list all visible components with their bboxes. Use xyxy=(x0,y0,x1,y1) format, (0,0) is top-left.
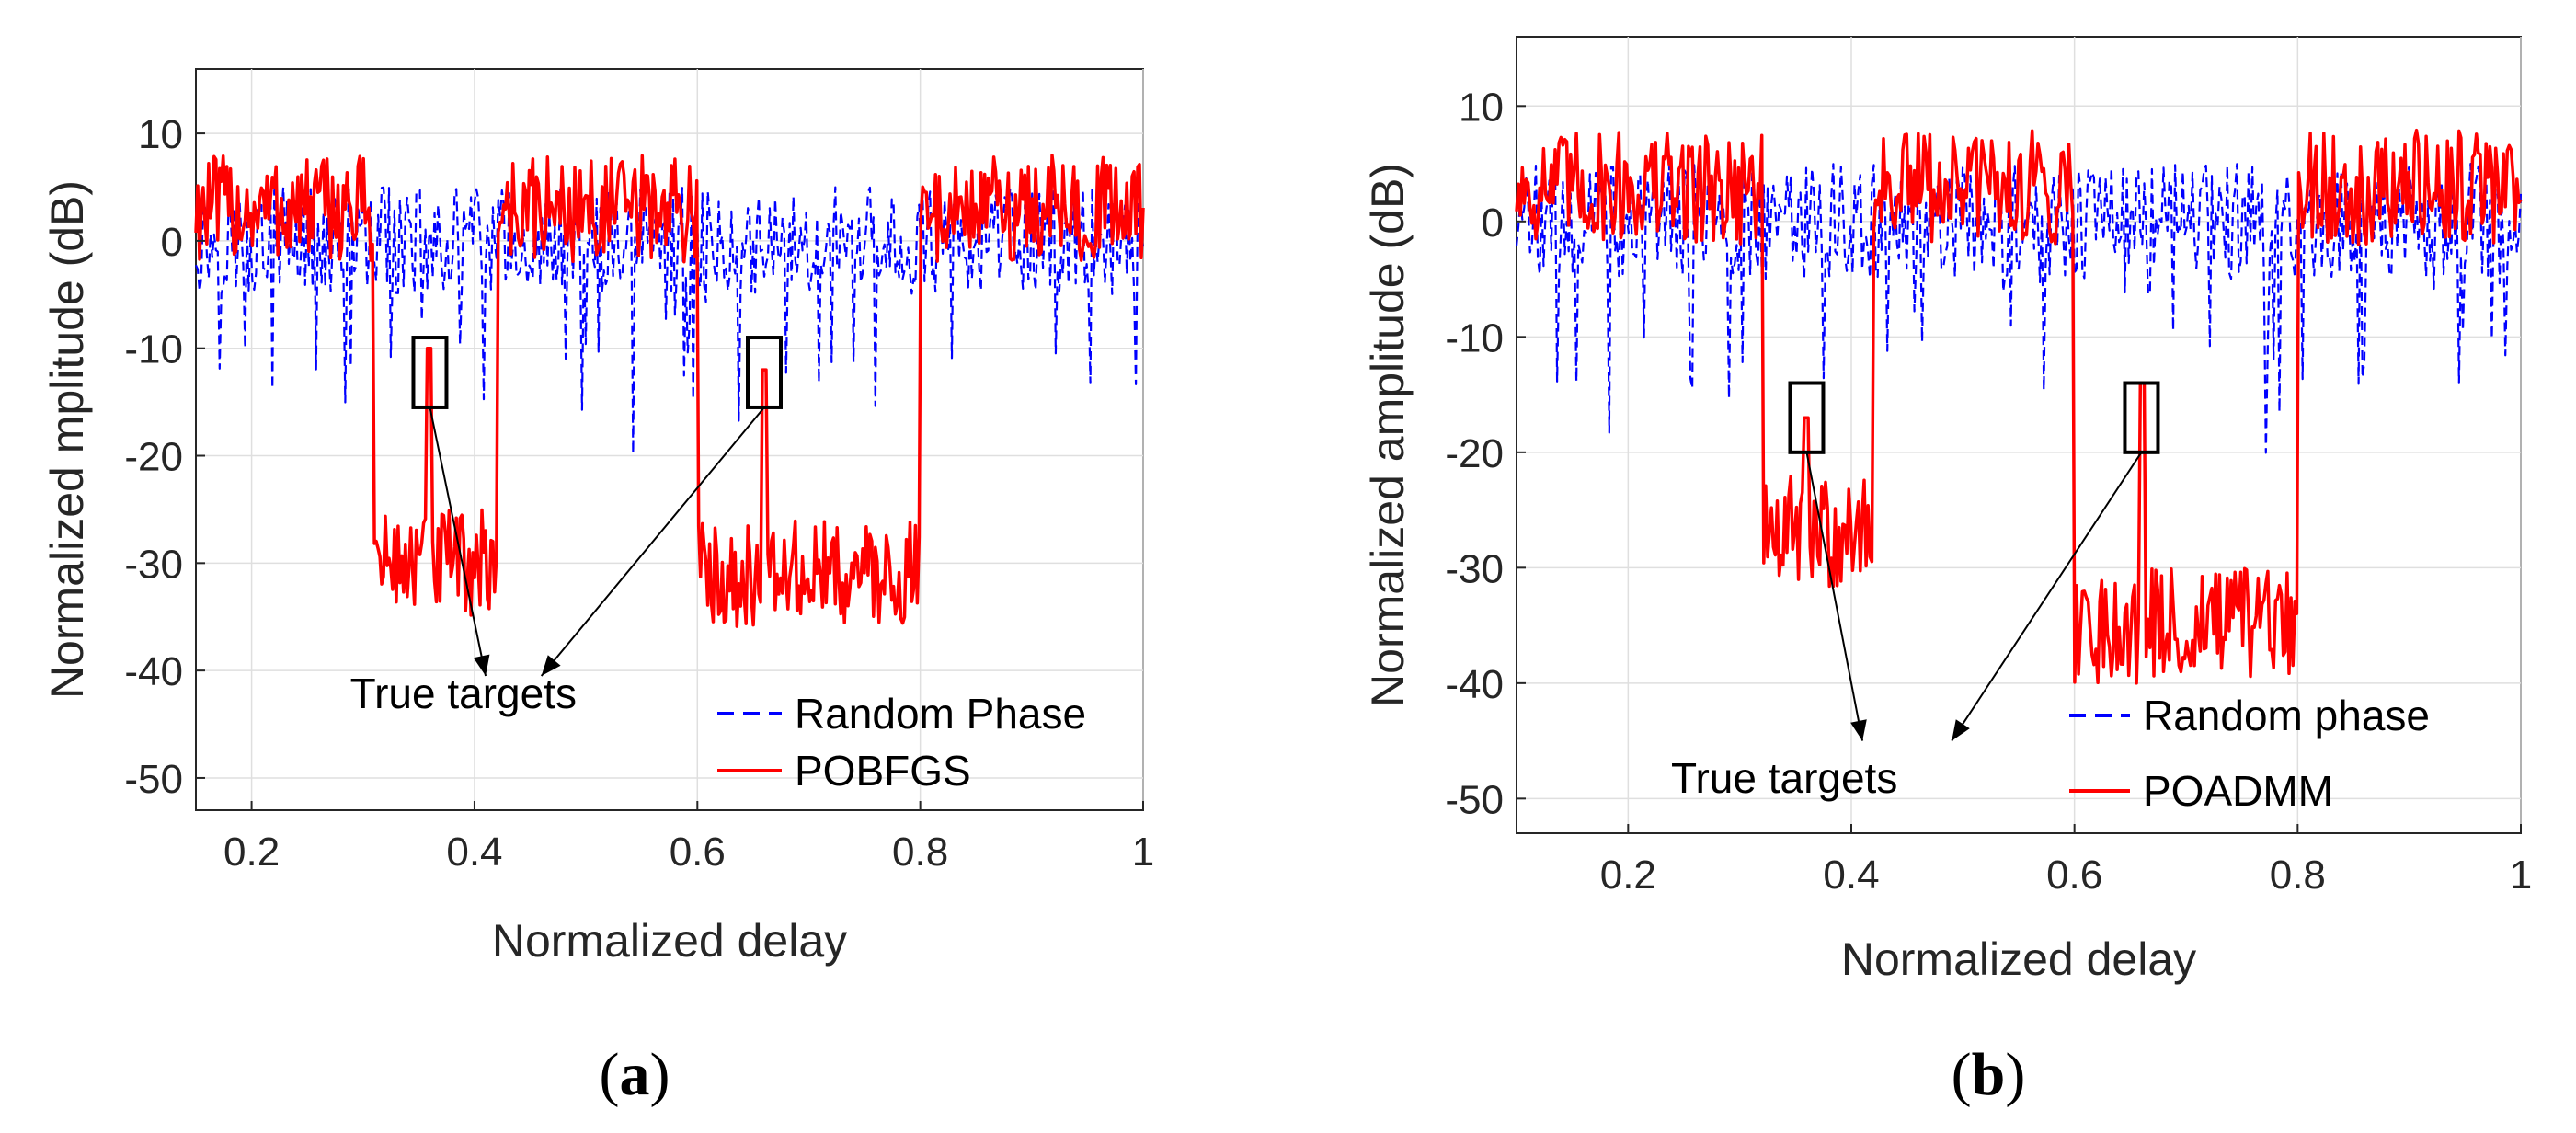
x-tick-label: 1 xyxy=(2510,853,2532,898)
legend-label-pobfgs-a: POBFGS xyxy=(795,747,971,795)
legend-label-poadmm-b: POADMM xyxy=(2143,767,2333,815)
x-tick-label: 0.6 xyxy=(2046,853,2102,898)
y-tick-label: -20 xyxy=(1445,431,1504,476)
target-arrow xyxy=(540,406,765,677)
series-group-b xyxy=(1515,128,2523,685)
y-tick-label: -10 xyxy=(124,327,183,372)
arrow-head xyxy=(1952,719,1970,741)
legend-label-random-phase-b: Random phase xyxy=(2143,692,2430,739)
target-arrow xyxy=(1951,452,2143,742)
x-tick-label: 0.8 xyxy=(2270,853,2326,898)
y-tick-label: -50 xyxy=(124,757,183,802)
y-axis-label-a: Normalized mplitude (dB) xyxy=(41,180,93,699)
y-tick-label: 0 xyxy=(1482,200,1504,246)
x-tick-label: 0.2 xyxy=(1600,853,1656,898)
chart-panel-a: 0.2 0.4 0.6 0.8 1 10 0 -10 -20 -30 -40 -50 True tar… xyxy=(41,68,1154,1108)
y-tick-label: -40 xyxy=(124,649,183,694)
annotation-text-b: True targets xyxy=(1671,754,1897,802)
y-tick-label: -30 xyxy=(124,542,183,587)
legend-a: Random Phase POBFGS xyxy=(717,690,1086,795)
x-tick-label: 0.4 xyxy=(1823,853,1879,898)
x-axis-label-a: Normalized delay xyxy=(492,915,847,967)
ticks-a: 0.2 0.4 0.6 0.8 1 10 0 -10 -20 -30 -40 -50 xyxy=(124,112,1154,875)
y-tick-label: -50 xyxy=(1445,777,1504,822)
x-tick-label: 0.2 xyxy=(223,830,280,875)
y-tick-label: 10 xyxy=(1459,85,1504,130)
ticks-b: 0.2 0.4 0.6 0.8 1 10 0 -10 -20 -30 -40 -50 xyxy=(1445,85,2532,898)
x-tick-label: 1 xyxy=(1132,830,1154,875)
arrow-head xyxy=(541,655,561,676)
annotation-b xyxy=(1788,381,2160,742)
legend-b: Random phase POADMM xyxy=(2069,692,2430,815)
y-tick-label: -10 xyxy=(1445,315,1504,360)
y-tick-label: -30 xyxy=(1445,546,1504,591)
y-tick-label: -20 xyxy=(124,435,183,480)
legend-label-random-phase-a: Random Phase xyxy=(795,690,1086,738)
caption-b: (b) xyxy=(1952,1041,2026,1108)
x-tick-label: 0.8 xyxy=(892,830,948,875)
series-group-a xyxy=(194,154,1145,628)
annotation-a xyxy=(411,336,783,677)
y-tick-label: 0 xyxy=(161,220,183,265)
x-axis-label-b: Normalized delay xyxy=(1841,933,2196,985)
caption-letter-a: a xyxy=(620,1041,650,1108)
arrow-head xyxy=(473,654,490,676)
x-tick-label: 0.6 xyxy=(670,830,726,875)
y-tick-label: 10 xyxy=(138,112,183,157)
series-line-poadmm xyxy=(1515,128,2523,685)
annotation-text-a: True targets xyxy=(350,670,577,717)
y-tick-label: -40 xyxy=(1445,662,1504,707)
target-arrow xyxy=(429,406,487,677)
chart-panel-b: 0.2 0.4 0.6 0.8 1 10 0 -10 -20 -30 -40 -50 True tar… xyxy=(1362,36,2532,1108)
target-arrow xyxy=(1805,452,1864,741)
caption-letter-b: b xyxy=(1972,1041,2006,1108)
series-line-pobfgs xyxy=(194,154,1145,628)
caption-a: (a) xyxy=(600,1041,670,1108)
y-axis-label-b: Normalized amplitude (dB) xyxy=(1362,163,1414,707)
x-tick-label: 0.4 xyxy=(446,830,502,875)
arrow-head xyxy=(1850,719,1867,741)
